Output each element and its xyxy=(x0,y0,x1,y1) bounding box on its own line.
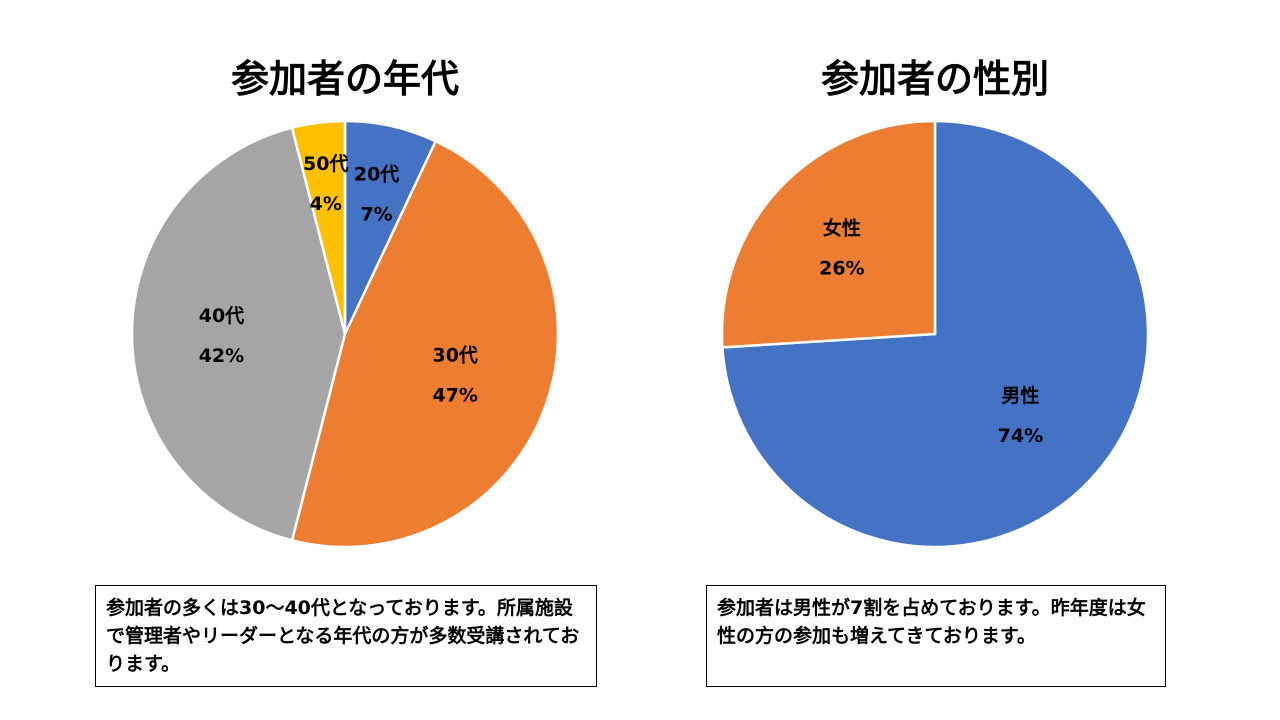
age-slice-3 xyxy=(290,119,347,335)
gender-chart-title: 参加者の性別 xyxy=(820,57,1049,101)
age-slice-label-0: 20代 xyxy=(354,164,399,186)
age-slice-value-3: 4% xyxy=(310,193,342,215)
gender-slice-1 xyxy=(720,119,937,349)
gender-note-box: 参加者は男性が7割を占めております。昨年度は女性の方の参加も増えてきております。 xyxy=(706,585,1166,687)
age-slice-1 xyxy=(290,139,560,549)
gender-slice-label-1: 女性 xyxy=(823,217,861,240)
age-note-box: 参加者の多くは30～40代となっております。所属施設で管理者やリーダーとなる年代… xyxy=(95,585,597,687)
age-chart-title: 参加者の年代 xyxy=(230,57,459,101)
age-slice-value-2: 42% xyxy=(199,345,244,367)
age-slice-label-2: 40代 xyxy=(199,305,244,327)
age-slice-label-3: 50代 xyxy=(303,153,348,175)
age-slice-2 xyxy=(130,126,347,542)
age-slice-value-1: 47% xyxy=(432,385,477,407)
gender-slice-value-1: 26% xyxy=(819,258,864,280)
age-slice-label-1: 30代 xyxy=(432,345,477,367)
age-slice-value-0: 7% xyxy=(360,204,392,226)
gender-slice-label-0: 男性 xyxy=(1001,384,1039,407)
gender-slice-value-0: 74% xyxy=(998,425,1043,447)
